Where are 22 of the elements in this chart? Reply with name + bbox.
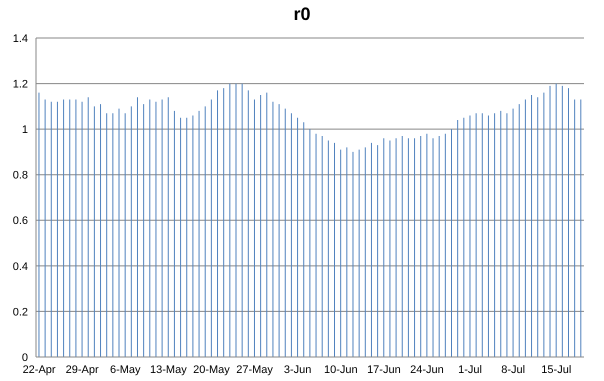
x-tick-label: 22-Apr: [22, 364, 56, 376]
y-tick-label: 1: [22, 124, 28, 136]
x-tick-label: 20-May: [193, 364, 230, 376]
x-tick-label: 10-Jun: [324, 364, 358, 376]
y-tick-label: 1.4: [12, 32, 28, 45]
x-tick-label: 1-Jul: [458, 364, 482, 376]
y-tick-label: 0.8: [12, 170, 28, 182]
y-tick-label: 0.2: [12, 306, 28, 318]
y-tick-label: 1.2: [12, 78, 28, 90]
y-tick-label: 0: [22, 352, 28, 364]
x-tick-label: 24-Jun: [410, 364, 444, 376]
y-tick-label: 0.6: [12, 215, 28, 228]
x-tick-label: 8-Jul: [501, 364, 526, 376]
x-tick-label: 29-Apr: [66, 364, 100, 376]
x-tick-label: 17-Jun: [367, 364, 401, 376]
x-tick-label: 27-May: [236, 364, 274, 376]
x-tick-label: 15-Jul: [541, 364, 572, 376]
x-tick-label: 13-May: [150, 364, 188, 376]
y-tick-label: 0.4: [12, 260, 28, 273]
x-tick-label: 6-May: [110, 364, 142, 376]
chart-title: r0: [292, 3, 312, 26]
x-tick-label: 3-Jun: [284, 364, 312, 376]
